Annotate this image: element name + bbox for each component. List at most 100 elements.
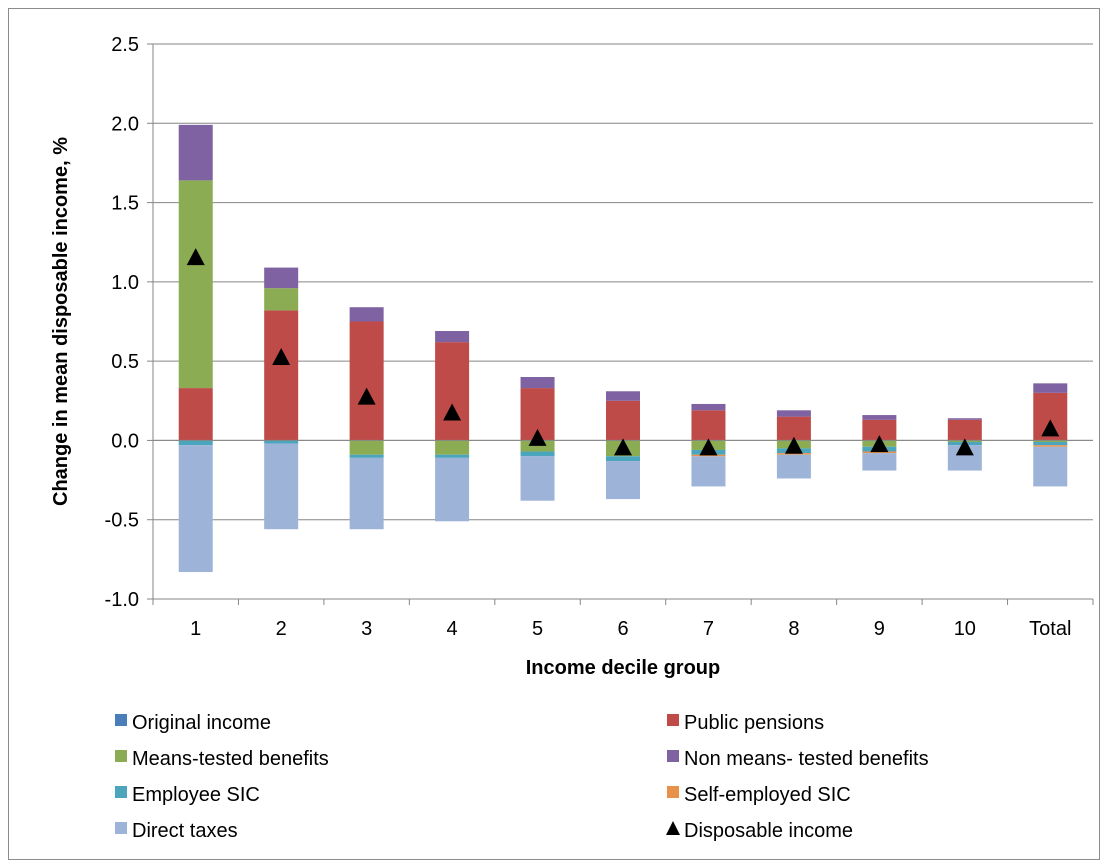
bar-segment xyxy=(776,454,811,479)
bar-segment xyxy=(1033,383,1068,393)
bar-segment xyxy=(349,457,384,530)
bar-segment xyxy=(691,456,726,487)
bar-segment xyxy=(178,445,213,573)
y-tick-labels: -1.0 -0.5 0.0 0.5 1.0 1.5 2.0 2.5 xyxy=(105,34,139,611)
bar-segment xyxy=(862,415,897,420)
y-tick-label: 1.5 xyxy=(111,193,139,215)
x-tick-label: 8 xyxy=(788,618,799,640)
bar-segment xyxy=(349,321,384,441)
x-tick-label: 5 xyxy=(532,618,543,640)
bar-segment xyxy=(435,454,470,458)
bar-segment xyxy=(178,180,213,389)
x-tick-label: 6 xyxy=(617,618,628,640)
y-tick-label: 2.5 xyxy=(111,34,139,56)
marker-point xyxy=(699,438,718,456)
x-tick-label: Total xyxy=(1029,618,1071,640)
marker-point xyxy=(357,387,376,405)
bar-segment xyxy=(1033,442,1068,446)
legend-label: Disposable income xyxy=(684,820,853,842)
bar-segment xyxy=(349,440,384,455)
bar-segment xyxy=(520,451,555,457)
x-tick-label: 2 xyxy=(276,618,287,640)
bar-segment xyxy=(178,124,213,181)
bar-segment xyxy=(178,388,213,441)
bar-segment xyxy=(606,461,640,500)
bar-segment xyxy=(862,453,897,471)
x-tick-label: 3 xyxy=(361,618,372,640)
x-tick-label: 1 xyxy=(190,618,201,640)
legend-label: Direct taxes xyxy=(132,820,238,842)
bar-segment xyxy=(435,342,470,441)
bar-segment xyxy=(349,454,384,458)
chart-frame: -1.0 -0.5 0.0 0.5 1.0 1.5 2.0 2.5 1 2 3 4 5 6 7 8 9 10 To… xyxy=(8,8,1100,860)
bar-segment xyxy=(1033,445,1068,447)
y-tick-label: 0.5 xyxy=(111,351,139,373)
marker-point xyxy=(272,347,291,365)
bar-segment xyxy=(1033,446,1068,487)
bar-segment xyxy=(435,331,470,343)
bar-segment xyxy=(606,391,640,401)
bar-segment xyxy=(606,456,640,462)
bar-segment xyxy=(776,416,811,441)
y-tick-label: 2.0 xyxy=(111,113,139,135)
legend-label: Original income xyxy=(132,712,271,734)
legend-label: Employee SIC xyxy=(132,784,260,806)
marker-point xyxy=(955,438,974,456)
y-tick-label: 0.0 xyxy=(111,430,139,452)
marker-point xyxy=(1041,419,1060,437)
x-tick-label: 7 xyxy=(703,618,714,640)
legend-swatch xyxy=(667,786,679,798)
bar-segment xyxy=(691,403,726,411)
y-tick-label: -1.0 xyxy=(105,589,139,611)
bar-segment xyxy=(520,377,555,389)
bar-segment xyxy=(862,419,897,441)
bar-segment xyxy=(520,456,555,501)
bar-segment xyxy=(264,288,299,311)
bar-segment xyxy=(606,400,640,441)
chart-svg: -1.0 -0.5 0.0 0.5 1.0 1.5 2.0 2.5 1 2 3 4 5 6 7 8 9 10 To… xyxy=(50,34,1094,842)
bar-segment xyxy=(264,267,299,289)
bar-segment xyxy=(776,453,811,455)
bar-segment xyxy=(264,310,299,441)
y-axis-title: Change in mean disposable income, % xyxy=(50,137,72,506)
x-axis-title: Income decile group xyxy=(526,657,720,679)
bar-segment xyxy=(862,451,897,454)
marker-point xyxy=(870,435,889,453)
legend-swatch xyxy=(115,786,127,798)
bar-segment xyxy=(264,443,299,530)
x-tick-label: 9 xyxy=(874,618,885,640)
marker-point xyxy=(614,438,632,456)
legend-label: Self-employed SIC xyxy=(684,784,851,806)
bar-segment xyxy=(435,440,470,455)
legend-swatch xyxy=(115,750,127,762)
marker-point xyxy=(528,428,547,446)
bar-segment xyxy=(1033,440,1068,443)
legend-label: Non means- tested benefits xyxy=(684,748,929,770)
legend-label: Means-tested benefits xyxy=(132,748,329,770)
marker-point xyxy=(186,248,205,266)
legend-swatch xyxy=(115,714,127,726)
bar-segment xyxy=(264,440,299,444)
legend-swatch xyxy=(667,750,679,762)
bar-segment xyxy=(947,419,982,441)
y-tick-label: -0.5 xyxy=(105,510,139,532)
bar-segment xyxy=(691,410,726,441)
bar-segment xyxy=(435,457,470,522)
legend-swatch xyxy=(667,714,679,726)
x-tick-label: 4 xyxy=(447,618,458,640)
bar-segment xyxy=(776,410,811,417)
legend: Original income Public pensions Means-test… xyxy=(115,712,929,842)
markers xyxy=(186,248,1060,456)
bar-segment xyxy=(349,307,384,322)
marker-point xyxy=(784,436,803,454)
legend-swatch xyxy=(115,822,127,834)
bar-segment xyxy=(947,418,982,420)
x-tick-labels: 1 2 3 4 5 6 7 8 9 10 Total xyxy=(190,618,1071,640)
bars xyxy=(178,124,1068,573)
y-tick-label: 1.0 xyxy=(111,272,139,294)
x-tick-label: 10 xyxy=(954,618,976,640)
bar-segment xyxy=(178,440,213,446)
bar-segment xyxy=(691,454,726,457)
legend-swatch xyxy=(666,821,680,835)
legend-label: Public pensions xyxy=(684,712,824,734)
